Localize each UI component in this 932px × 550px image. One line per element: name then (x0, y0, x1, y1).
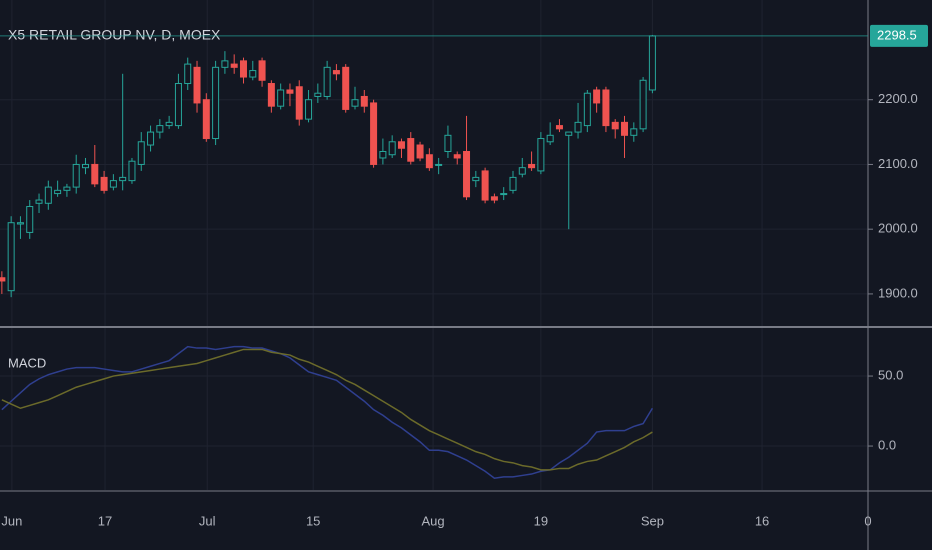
candle-body (593, 89, 601, 104)
candle-body (537, 138, 545, 172)
candle-body (630, 128, 638, 136)
candle-body (639, 79, 647, 130)
candle-body (379, 150, 387, 159)
candle-body (156, 125, 164, 133)
candle-body (174, 83, 182, 127)
y-tick-label: 2200.0 (878, 91, 918, 106)
candle-body (546, 134, 554, 143)
pane-title: MACD (8, 355, 46, 370)
y-tick-label: 0.0 (878, 437, 896, 452)
candle-body (528, 163, 536, 169)
candle-body (16, 222, 24, 225)
y-tick-label: 1900.0 (878, 285, 918, 300)
candle-body (258, 60, 266, 81)
x-tick-label: Sep (641, 513, 664, 528)
candle-body (472, 176, 480, 182)
candle-body (323, 66, 331, 97)
candle-body (165, 121, 173, 127)
candle-body (360, 95, 368, 107)
candle-body (416, 144, 424, 159)
candle-body (305, 99, 313, 120)
candle-body (621, 121, 629, 136)
candle-body (407, 138, 415, 162)
candle-body (555, 125, 563, 130)
x-tick-label: 17 (98, 513, 112, 528)
candle-body (184, 63, 192, 85)
candle-body (230, 63, 238, 68)
candle-body (500, 193, 508, 196)
candle-body (509, 176, 517, 191)
last-price-box (870, 24, 928, 47)
candle-body (239, 60, 247, 78)
candle-body (7, 222, 15, 292)
candle-body (44, 186, 52, 204)
candle-body (463, 150, 471, 198)
x-tick-label: 16 (755, 513, 769, 528)
candle-body (332, 70, 340, 75)
candle-body (0, 277, 6, 282)
candle-body (277, 89, 285, 107)
candle-body (202, 99, 210, 140)
candle-body (26, 206, 34, 233)
last-price-label: 2298.5 (877, 27, 917, 42)
candle-body (314, 92, 322, 97)
candle-body (81, 163, 89, 169)
candle-body (91, 163, 99, 185)
candle-body (128, 160, 136, 182)
y-tick-label: 2000.0 (878, 221, 918, 236)
candle-body (249, 70, 257, 78)
candle-body (351, 99, 359, 107)
candle-body (35, 199, 43, 204)
y-tick-label: 50.0 (878, 367, 903, 382)
chart-title: X5 RETAIL GROUP NV, D, MOEX (8, 27, 221, 43)
x-tick-label: Aug (422, 513, 445, 528)
x-tick-label: 19 (534, 513, 548, 528)
candle-body (286, 89, 294, 94)
y-tick-label: 2100.0 (878, 156, 918, 171)
candle-body (193, 66, 201, 104)
candle-body (565, 131, 573, 136)
candle-body (119, 176, 127, 182)
macd-line (1, 348, 653, 471)
candle-body (370, 102, 378, 165)
candle-body (490, 196, 498, 201)
x-tick-label: Jul (199, 513, 216, 528)
macd-line (1, 345, 654, 480)
candle-body (397, 141, 405, 149)
candle-body (100, 176, 108, 191)
candle-body (295, 86, 303, 120)
candle-body (648, 35, 656, 91)
candle-body (72, 163, 80, 188)
candle-body (54, 189, 62, 195)
candle-body (602, 89, 610, 127)
candle-body (435, 163, 443, 166)
candle-body (388, 141, 396, 156)
candle-body (147, 131, 155, 146)
candle-body (212, 66, 220, 140)
candle-body (444, 134, 452, 152)
candle-body (611, 121, 619, 130)
x-tick-label: Jun (1, 513, 22, 528)
candle-body (481, 170, 489, 201)
candle-body (137, 141, 145, 165)
candle-body (267, 83, 275, 107)
x-tick-label: 15 (306, 513, 320, 528)
candle-body (574, 121, 582, 133)
candle-body (221, 60, 229, 68)
x-tick-label: 0 (864, 513, 871, 528)
candle-body (109, 180, 117, 188)
candle-body (518, 167, 526, 175)
candle-body (453, 154, 461, 159)
candle-body (425, 154, 433, 169)
candle-body (342, 66, 350, 110)
candle-body (63, 186, 71, 191)
candle-body (583, 92, 591, 127)
